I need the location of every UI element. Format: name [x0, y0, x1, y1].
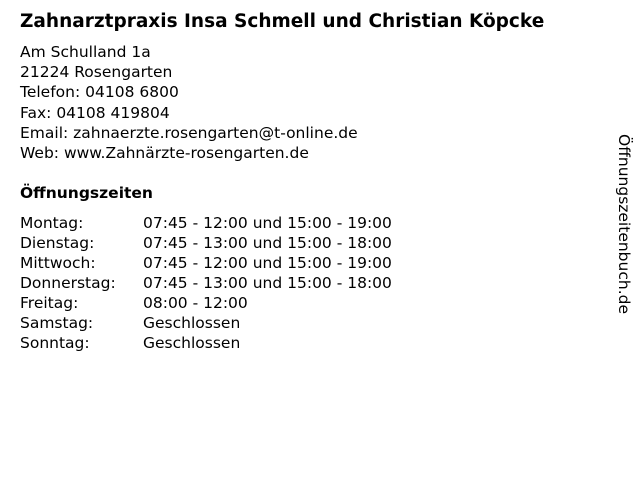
phone: Telefon: 04108 6800	[20, 83, 179, 102]
time: 07:45 - 13:00 und 15:00 - 18:00	[143, 274, 392, 292]
day: Donnerstag:	[20, 274, 116, 292]
day: Dienstag:	[20, 234, 95, 252]
contact-block: Am Schulland 1a 21224 Rosengarten Telefo…	[20, 42, 358, 163]
time: 08:00 - 12:00	[143, 294, 248, 312]
email: Email: zahnaerzte.rosengarten@t-online.d…	[20, 123, 358, 142]
time: 07:45 - 12:00 und 15:00 - 19:00	[143, 214, 392, 232]
day: Sonntag:	[20, 334, 90, 352]
time: 07:45 - 13:00 und 15:00 - 18:00	[143, 234, 392, 252]
day: Montag:	[20, 214, 84, 232]
city: 21224 Rosengarten	[20, 63, 173, 82]
practice-title: Zahnarztpraxis Insa Schmell und Christia…	[20, 11, 545, 32]
watermark-text: Öffnungszeitenbuch.de	[615, 134, 633, 314]
fax: Fax: 04108 419804	[20, 103, 170, 122]
time: Geschlossen	[143, 334, 241, 352]
time: 07:45 - 12:00 und 15:00 - 19:00	[143, 254, 392, 272]
day: Freitag:	[20, 294, 79, 312]
website: Web: www.Zahnärzte-rosengarten.de	[20, 143, 309, 162]
time: Geschlossen	[143, 314, 241, 332]
street: Am Schulland 1a	[20, 43, 151, 61]
day: Samstag:	[20, 314, 94, 332]
hours-heading: Öffnungszeiten	[20, 184, 153, 202]
day: Mittwoch:	[20, 254, 96, 272]
